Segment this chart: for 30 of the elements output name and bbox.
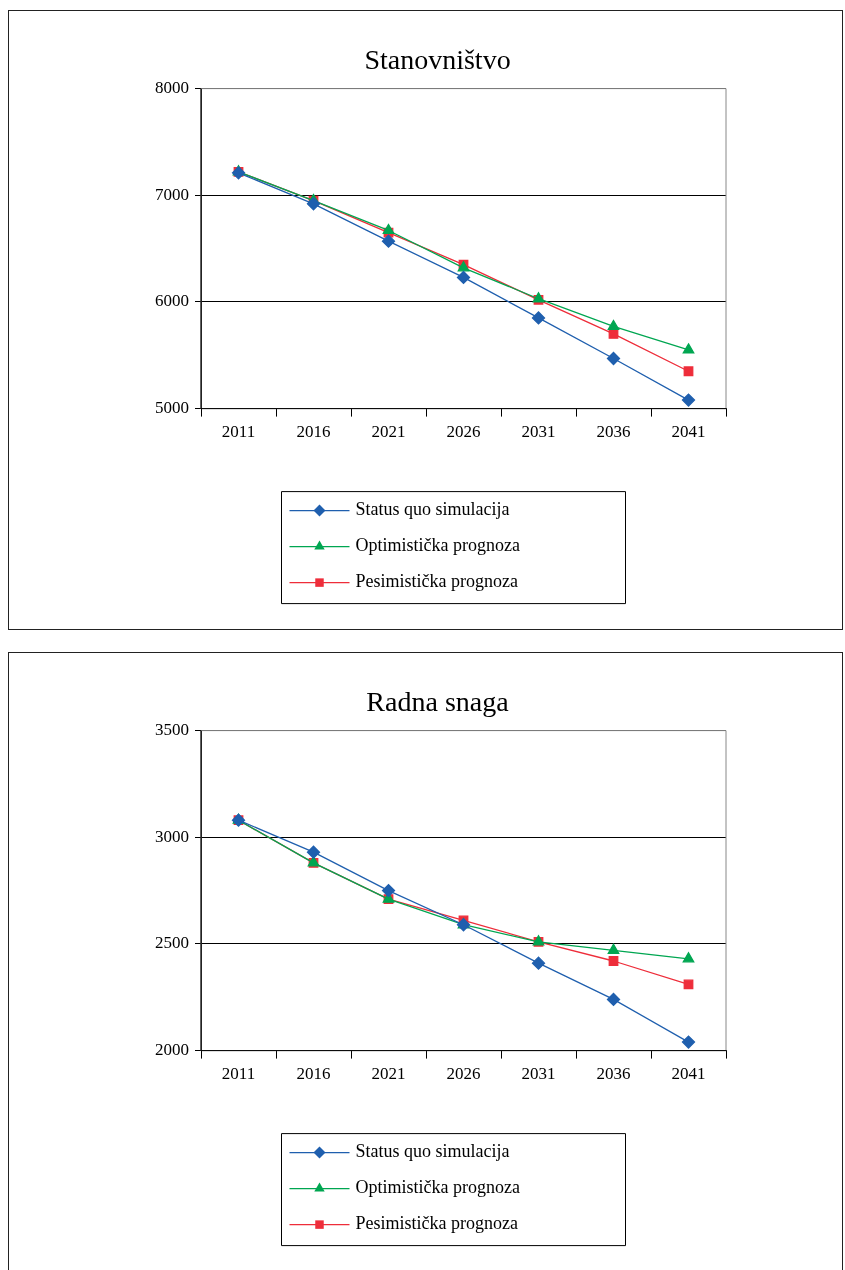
y-tick-label: 5000 [155, 398, 189, 418]
x-tick-label: 2031 [521, 1064, 556, 1084]
legend-label: Pesimistička prognoza [355, 571, 518, 592]
x-tick-label: 2011 [221, 422, 256, 442]
y-tick-label: 6000 [155, 291, 189, 311]
y-tick-label: 7000 [155, 184, 189, 204]
x-tick-label: 2021 [371, 422, 406, 442]
legend-label: Status quo simulacija [355, 499, 510, 520]
x-tick-label: 2036 [596, 422, 631, 442]
x-tick-label: 2011 [221, 1064, 256, 1084]
legend-label: Pesimistička prognoza [355, 1213, 518, 1234]
y-tick-label: 2000 [155, 1040, 189, 1060]
y-tick-label: 8000 [155, 78, 189, 98]
y-tick-label: 3500 [155, 720, 189, 740]
legend-label: Status quo simulacija [355, 1141, 510, 1162]
x-tick-label: 2031 [521, 422, 556, 442]
x-tick-label: 2021 [371, 1064, 406, 1084]
x-tick-label: 2016 [296, 422, 331, 442]
chart-title: Radna snaga [366, 686, 510, 718]
x-tick-label: 2026 [446, 1064, 481, 1084]
chart-title: Stanovništvo [364, 44, 511, 76]
x-tick-label: 2026 [446, 422, 481, 442]
x-tick-label: 2016 [296, 1064, 331, 1084]
x-tick-label: 2041 [671, 422, 706, 442]
legend-label: Optimistička prognoza [355, 535, 520, 556]
y-tick-label: 3000 [155, 826, 189, 846]
x-tick-label: 2041 [671, 1064, 706, 1084]
legend-label: Optimistička prognoza [355, 1177, 520, 1198]
y-tick-label: 2500 [155, 933, 189, 953]
x-tick-label: 2036 [596, 1064, 631, 1084]
